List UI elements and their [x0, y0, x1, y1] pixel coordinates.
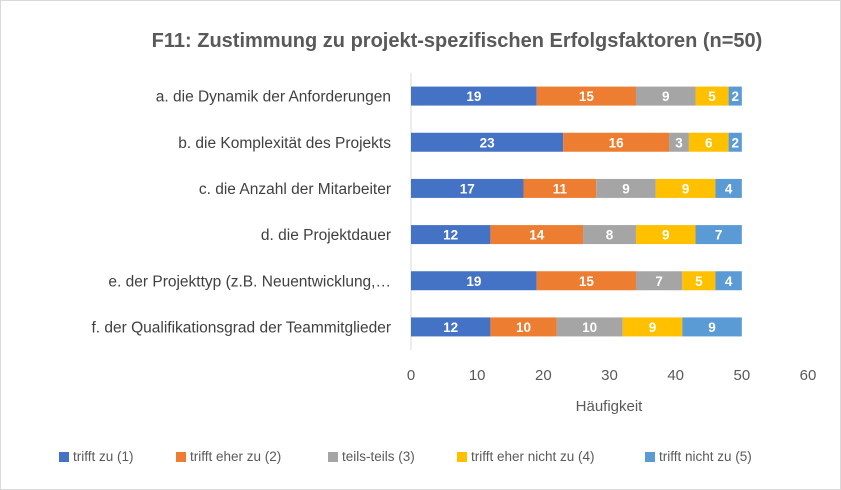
category-labels: a. die Dynamik der Anforderungen b. die K…: [91, 89, 391, 337]
bar-segment: [411, 132, 564, 152]
bar-segment: [583, 225, 636, 245]
bar-segment: [715, 271, 742, 291]
legend-label: teils-teils (3): [342, 449, 415, 464]
bar-segment: [695, 86, 729, 106]
legend-swatch: [59, 452, 69, 462]
x-axis-label: Häufigkeit: [576, 398, 644, 415]
data-label: 4: [725, 274, 733, 289]
category-label: f. der Qualifikationsgrad der Teammitgli…: [91, 319, 391, 336]
bar-segment: [536, 271, 636, 291]
data-label: 17: [460, 181, 475, 196]
bar-segment: [682, 317, 742, 337]
bar-segment: [728, 86, 742, 106]
bar-segment: [411, 225, 491, 245]
bar-segment: [490, 317, 557, 337]
bar-segment: [655, 178, 716, 198]
bar-segment: [682, 271, 716, 291]
data-label: 15: [579, 89, 595, 104]
bar-segment: [728, 132, 742, 152]
legend-label: trifft eher zu (2): [190, 449, 281, 464]
data-label: 9: [662, 89, 670, 104]
legend-swatch: [176, 452, 186, 462]
data-label: 10: [582, 320, 597, 335]
category-label: e. der Projekttyp (z.B. Neuentwicklung,…: [108, 273, 391, 290]
data-label: 9: [649, 320, 657, 335]
x-tick-label: 60: [800, 367, 817, 384]
bar-segment: [635, 271, 683, 291]
category-label: d. die Projektdauer: [261, 227, 391, 244]
bar-segment: [411, 317, 491, 337]
data-label: 9: [708, 320, 716, 335]
bar-segment: [411, 178, 524, 198]
data-label: 2: [731, 89, 739, 104]
x-tick-label: 0: [407, 367, 415, 384]
legend-swatch: [645, 452, 655, 462]
legend-label: trifft zu (1): [73, 449, 134, 464]
data-label: 10: [516, 320, 531, 335]
data-label: 5: [695, 274, 703, 289]
data-label: 5: [708, 89, 716, 104]
bar-segment: [715, 178, 742, 198]
category-label: a. die Dynamik der Anforderungen: [156, 89, 391, 106]
bar-segment: [695, 225, 742, 245]
category-label: c. die Anzahl der Mitarbeiter: [199, 181, 391, 198]
chart-title: F11: Zustimmung zu projekt-spezifischen …: [152, 30, 763, 52]
data-label: 7: [715, 228, 723, 243]
legend-swatch: [457, 452, 467, 462]
x-tick-label: 20: [535, 367, 552, 384]
bar-segment: [622, 317, 683, 337]
data-label: 6: [705, 135, 713, 150]
x-tick-label: 50: [733, 367, 750, 384]
bar-segment: [596, 178, 656, 198]
bar-segment: [635, 225, 696, 245]
bars: 19 15 9 5 223 16 3 6 217 11 9 9 412 14 8 9 719 15 7 5 412 10 1…: [411, 86, 742, 337]
bar-segment: [669, 132, 689, 152]
data-label: 8: [606, 228, 614, 243]
data-label: 3: [675, 135, 683, 150]
bar-segment: [688, 132, 729, 152]
data-label: 19: [466, 274, 481, 289]
data-label: 2: [731, 135, 739, 150]
legend-label: trifft eher nicht zu (4): [471, 449, 595, 464]
bar-segment: [523, 178, 597, 198]
data-label: 12: [443, 320, 458, 335]
data-label: 15: [579, 274, 595, 289]
data-label: 9: [622, 181, 630, 196]
data-label: 9: [662, 228, 670, 243]
data-label: 23: [480, 135, 496, 150]
data-label: 7: [655, 274, 663, 289]
data-label: 12: [443, 228, 458, 243]
data-label: 9: [682, 181, 690, 196]
bar-segment: [411, 86, 537, 106]
x-tick-label: 30: [601, 367, 618, 384]
x-axis-ticks: 0 10 20 30 40 50 60: [407, 367, 817, 384]
data-label: 4: [725, 181, 733, 196]
data-label: 11: [553, 181, 568, 196]
data-label: 19: [466, 89, 481, 104]
category-label: b. die Komplexität des Projekts: [178, 135, 391, 152]
bar-segment: [635, 86, 696, 106]
data-label: 16: [609, 135, 625, 150]
bar-segment: [563, 132, 670, 152]
x-tick-label: 40: [667, 367, 684, 384]
bar-segment: [536, 86, 636, 106]
legend-label: trifft nicht zu (5): [659, 449, 752, 464]
legend-swatch: [328, 452, 338, 462]
data-label: 14: [529, 228, 545, 243]
bar-segment: [556, 317, 623, 337]
x-tick-label: 10: [469, 367, 486, 384]
bar-segment: [411, 271, 537, 291]
bar-segment: [490, 225, 584, 245]
legend: trifft zu (1) trifft eher zu (2) teils-tei…: [59, 449, 752, 464]
